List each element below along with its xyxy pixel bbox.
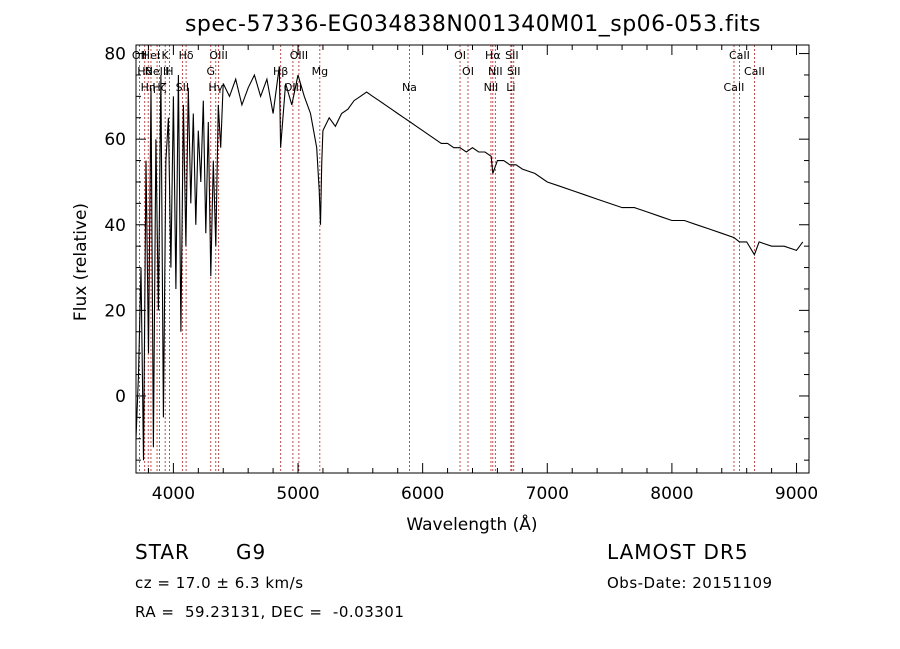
line-label: OI [454, 49, 466, 62]
x-axis-ticks: 4000 5000 6000 7000 8000 9000 [147, 45, 818, 504]
line-label: Hα [485, 49, 501, 62]
line-label: H [165, 65, 173, 78]
observation-date: Obs-Date: 20151109 [607, 574, 773, 592]
spectrum-chart: spec-57336-EG034838N001340M01_sp06-053.f… [71, 12, 818, 535]
line-label: HeI [142, 49, 160, 62]
survey-name: LAMOST DR5 [607, 540, 749, 564]
y-tick-label: 20 [104, 301, 126, 321]
redshift-cz: cz = 17.0 ± 6.3 km/s [135, 574, 304, 592]
spectral-line-markers [139, 45, 755, 473]
spectrum-line [135, 66, 804, 461]
line-label: SII [507, 65, 520, 78]
object-subclass: G9 [236, 540, 267, 564]
line-label: OIII [284, 81, 302, 94]
line-label: CaII [729, 49, 750, 62]
line-label: SII [505, 49, 518, 62]
line-label: NII [488, 65, 503, 78]
line-label: OIII [209, 49, 227, 62]
line-label: Li [506, 81, 515, 94]
line-label: Hη [141, 81, 156, 94]
line-label: Hθ [137, 65, 152, 78]
line-label: CaII [724, 81, 745, 94]
y-tick-label: 80 [104, 45, 126, 65]
line-label: Hβ [273, 65, 288, 78]
line-label: Hγ [208, 81, 223, 94]
x-tick-label: 6000 [401, 484, 444, 504]
line-label: Hζ [152, 81, 166, 94]
line-label: NeIII [145, 65, 170, 78]
y-tick-label: 40 [104, 216, 126, 236]
line-label: K [162, 49, 170, 62]
y-axis-ticks: 0 20 40 60 80 [104, 45, 809, 461]
line-label: CaII [744, 65, 765, 78]
spectral-line-labels: OIIHθHηHeINeIIIHζKHSIIHδGHγOIIIHβOIIIOII… [132, 49, 765, 94]
line-label: Hδ [179, 49, 194, 62]
y-tick-label: 0 [115, 387, 126, 407]
chart-title: spec-57336-EG034838N001340M01_sp06-053.f… [185, 12, 761, 37]
line-label: G [207, 65, 216, 78]
x-axis-label: Wavelength (Å) [406, 513, 537, 535]
y-tick-label: 60 [104, 130, 126, 150]
plot-frame [135, 44, 810, 474]
line-label: OI [462, 65, 474, 78]
line-label: SII [176, 81, 189, 94]
x-tick-label: 4000 [152, 484, 195, 504]
y-axis-label: Flux (relative) [71, 203, 91, 321]
x-tick-label: 9000 [775, 484, 818, 504]
object-class: STAR [135, 540, 190, 564]
line-label: Mg [312, 65, 328, 78]
sky-coordinates: RA = 59.23131, DEC = -0.03301 [135, 603, 405, 621]
x-tick-label: 7000 [526, 484, 569, 504]
x-tick-label: 8000 [650, 484, 693, 504]
line-label: Na [402, 81, 417, 94]
line-label: NII [484, 81, 499, 94]
line-label: OIII [290, 49, 308, 62]
x-tick-label: 5000 [276, 484, 319, 504]
